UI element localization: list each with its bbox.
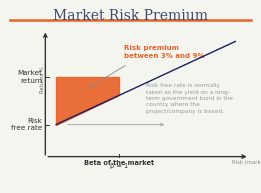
Text: Risk premium
between 3% and 9%: Risk premium between 3% and 9% [124,45,205,59]
Text: Returns %: Returns % [40,66,45,93]
Polygon shape [56,77,119,124]
Text: Risk
free rate: Risk free rate [11,118,43,131]
Text: β = 1: β = 1 [110,163,128,169]
Text: Market
return: Market return [18,70,43,84]
Text: Beta of the market: Beta of the market [84,160,154,166]
Text: Risk (market): Risk (market) [233,160,261,165]
Text: Market Risk Premium: Market Risk Premium [53,9,208,23]
Text: Risk free rate is normally
taken as the yield on a long-
term government bond in: Risk free rate is normally taken as the … [146,83,233,114]
